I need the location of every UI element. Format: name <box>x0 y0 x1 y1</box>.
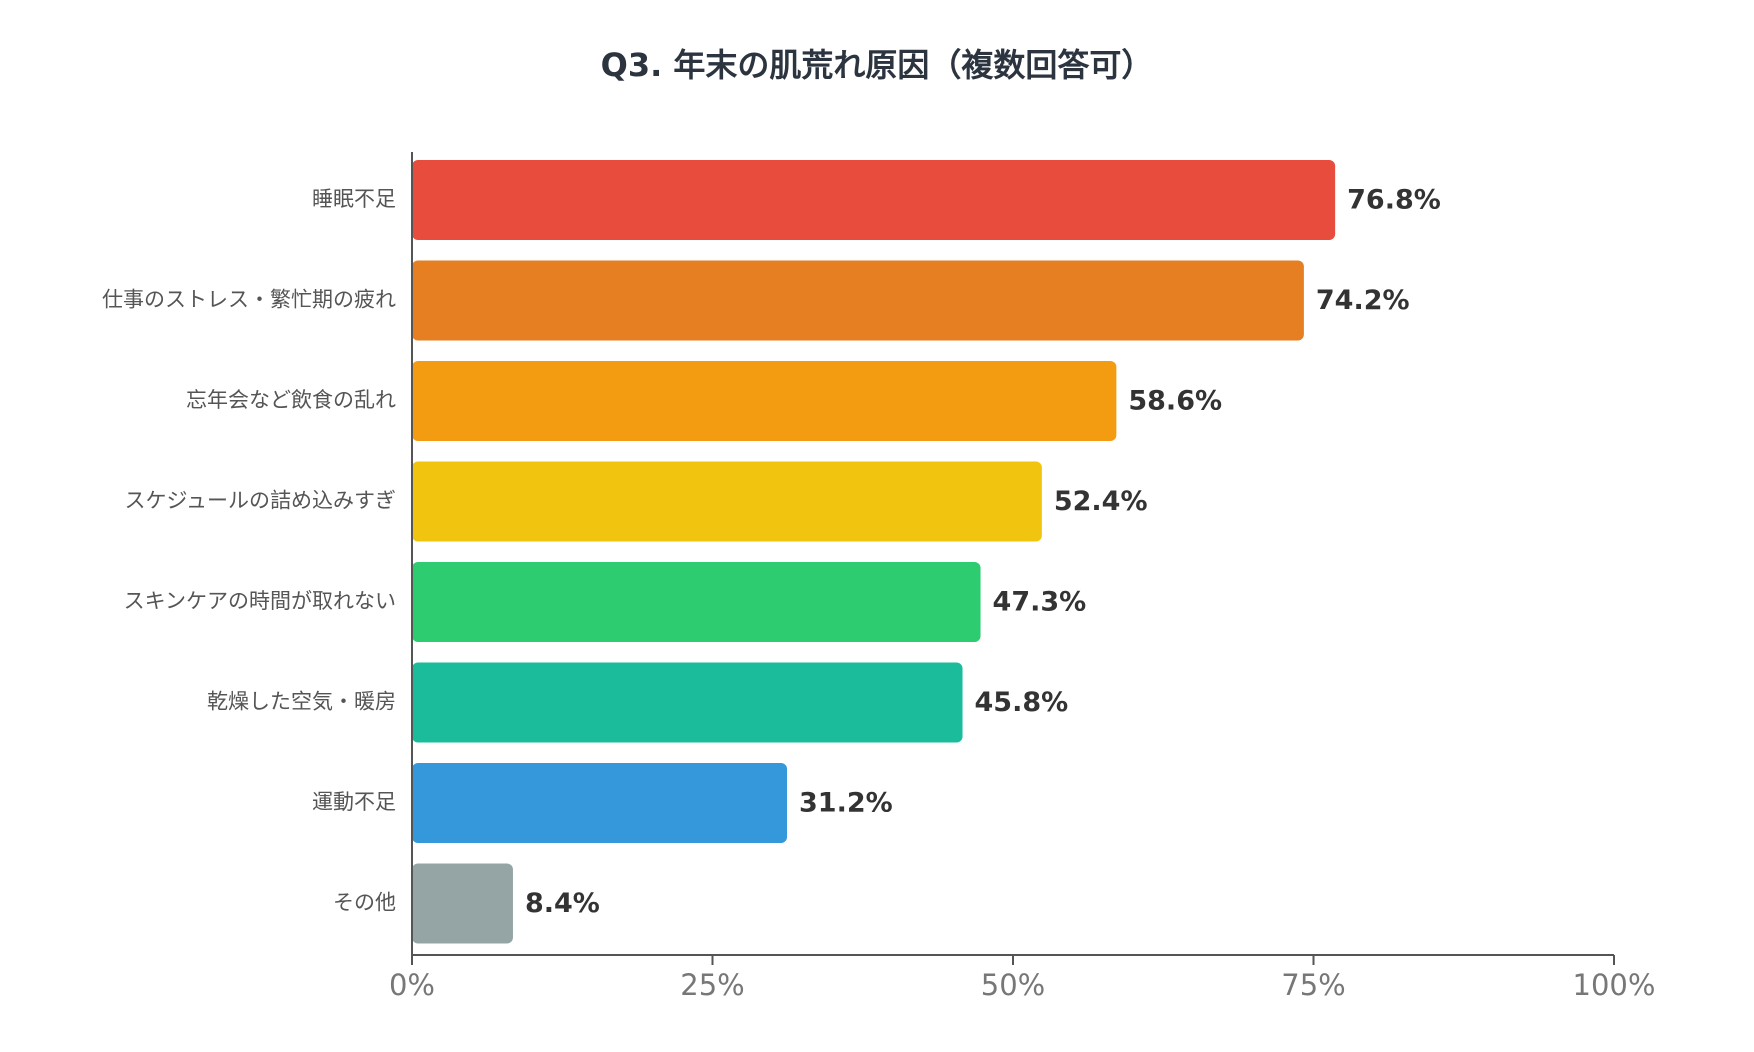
x-tick-label: 100% <box>1573 968 1656 1002</box>
category-label: 運動不足 <box>312 790 396 814</box>
x-tick-label: 25% <box>680 968 744 1002</box>
value-label: 45.8% <box>975 687 1069 718</box>
bar-4 <box>412 461 1042 542</box>
bar-6 <box>412 662 963 743</box>
bar-2 <box>412 260 1304 341</box>
category-label: スケジュールの詰め込みすぎ <box>124 489 396 513</box>
category-label: その他 <box>333 891 396 915</box>
bar-3 <box>412 361 1117 441</box>
bar-8 <box>412 863 513 944</box>
value-label: 47.3% <box>993 587 1087 618</box>
category-label: 仕事のストレス・繁忙期の疲れ <box>102 288 396 312</box>
value-label: 74.2% <box>1316 285 1410 316</box>
x-tick-label: 75% <box>1281 968 1345 1002</box>
value-label: 31.2% <box>799 788 893 819</box>
category-label: スキンケアの時間が取れない <box>124 589 396 613</box>
value-label: 8.4% <box>525 888 600 919</box>
x-tick-label: 0% <box>389 968 435 1002</box>
x-tick-label: 50% <box>981 968 1045 1002</box>
value-label: 52.4% <box>1054 486 1148 517</box>
value-label: 58.6% <box>1128 386 1222 417</box>
bar-5 <box>412 562 981 642</box>
chart-title: Q3. 年末の肌荒れ原因（複数回答可） <box>600 46 1154 84</box>
bar-1 <box>412 160 1336 240</box>
category-label: 乾燥した空気・暖房 <box>207 690 396 714</box>
bar-7 <box>412 763 788 843</box>
category-label: 睡眠不足 <box>312 187 396 211</box>
value-label: 76.8% <box>1347 185 1441 216</box>
category-label: 忘年会など飲食の乱れ <box>186 388 396 412</box>
